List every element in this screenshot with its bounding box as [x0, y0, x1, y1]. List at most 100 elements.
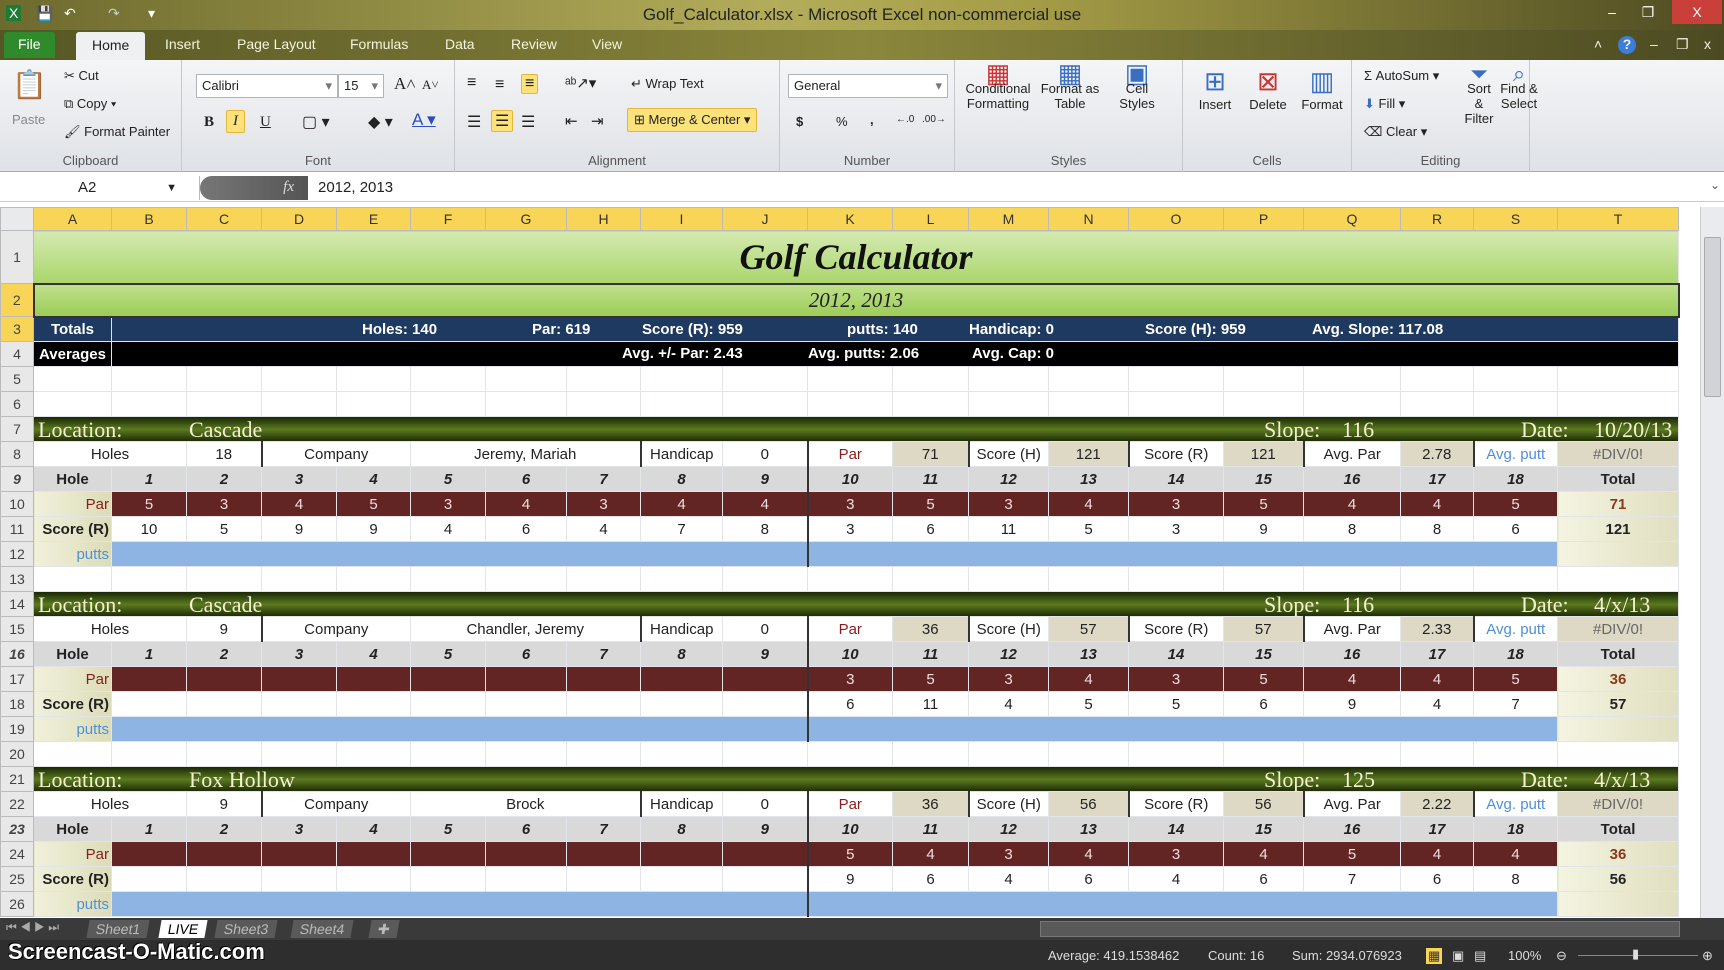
hole-number[interactable]: 12	[968, 466, 1049, 492]
empty-cell[interactable]	[111, 741, 187, 767]
row-header[interactable]: 19	[0, 716, 34, 742]
handicap-label[interactable]: Handicap	[639, 441, 723, 467]
location-bar[interactable]: Location: Fox Hollow Slope: 125 Date: 4/x/13	[33, 766, 1679, 792]
column-header-q[interactable]: Q	[1303, 207, 1401, 231]
column-header-h[interactable]: H	[566, 207, 641, 231]
empty-cell[interactable]	[33, 741, 112, 767]
empty-cell[interactable]	[1557, 366, 1679, 392]
putts-row-label[interactable]: putts	[33, 541, 112, 567]
hole-number[interactable]: 15	[1223, 466, 1304, 492]
hole-number[interactable]: 3	[261, 466, 337, 492]
hole-number[interactable]: 9	[722, 816, 808, 842]
company-label[interactable]: Company	[260, 791, 411, 817]
row-header[interactable]: 23	[0, 816, 34, 842]
par-cell[interactable]: 4	[1400, 841, 1474, 867]
font-name-select[interactable]: Calibri ▾	[196, 74, 338, 98]
hole-number[interactable]: 6	[485, 816, 567, 842]
score-cell[interactable]: 8	[1400, 516, 1474, 542]
restore-button[interactable]: ❐	[1641, 4, 1655, 20]
score-cell[interactable]	[186, 866, 262, 892]
score-cell[interactable]: 9	[336, 516, 411, 542]
row-header[interactable]: 25	[0, 866, 34, 892]
hole-number[interactable]: 18	[1473, 641, 1558, 667]
score-cell[interactable]: 10	[111, 516, 187, 542]
score-row-label[interactable]: Score (R)	[33, 516, 112, 542]
score-cell[interactable]: 3	[806, 516, 893, 542]
score-cell[interactable]: 7	[640, 516, 723, 542]
score-cell[interactable]	[111, 866, 187, 892]
hole-number[interactable]: 15	[1223, 641, 1304, 667]
putts-total[interactable]	[1557, 716, 1679, 742]
empty-cell[interactable]	[186, 741, 262, 767]
workbook-close-icon[interactable]: x	[1704, 36, 1711, 52]
par-cell[interactable]: 4	[1473, 841, 1558, 867]
column-header-b[interactable]: B	[111, 207, 187, 231]
row-header[interactable]: 17	[0, 666, 34, 692]
formula-input[interactable]: 2012, 2013	[318, 179, 394, 196]
putts-total[interactable]	[1557, 541, 1679, 567]
score-cell[interactable]	[336, 691, 411, 717]
handicap-label[interactable]: Handicap	[639, 616, 723, 642]
fill-button[interactable]: ⬇ Fill ▾	[1364, 96, 1406, 111]
avg-par-value[interactable]: 2.78	[1400, 441, 1474, 467]
fill-color-icon[interactable]: ◆ ▾	[368, 114, 393, 131]
empty-cell[interactable]	[1303, 366, 1401, 392]
par-cell[interactable]: 3	[186, 491, 262, 517]
row-header[interactable]: 10	[0, 491, 34, 517]
redo-icon[interactable]: ↷	[108, 5, 120, 21]
row-header[interactable]: 14	[0, 591, 34, 617]
hole-number[interactable]: 1	[111, 466, 187, 492]
avg-par-label[interactable]: Avg. Par	[1302, 616, 1401, 642]
empty-cell[interactable]	[33, 366, 112, 392]
score-r-value[interactable]: 56	[1223, 791, 1304, 817]
page-break-view-icon[interactable]: ▤	[1474, 948, 1487, 963]
par-cell[interactable]: 5	[1223, 491, 1304, 517]
normal-view-icon[interactable]: ▦	[1426, 948, 1443, 964]
company-value[interactable]: Jeremy, Mariah	[410, 441, 641, 467]
score-cell[interactable]: 11	[968, 516, 1049, 542]
hole-number[interactable]: 16	[1303, 466, 1401, 492]
undo-icon[interactable]: ↶	[64, 5, 76, 21]
column-header-a[interactable]: A	[33, 207, 112, 231]
par-cell[interactable]: 4	[1400, 491, 1474, 517]
par-cell[interactable]	[566, 666, 641, 692]
empty-cell[interactable]	[1128, 741, 1224, 767]
empty-cell[interactable]	[336, 566, 411, 592]
handicap-value[interactable]: 0	[722, 791, 808, 817]
empty-cell[interactable]	[1128, 566, 1224, 592]
decrease-indent-icon[interactable]: ⇤	[565, 113, 578, 130]
par-cell[interactable]: 4	[485, 491, 567, 517]
currency-button[interactable]: $	[796, 114, 804, 129]
par-cell[interactable]: 5	[892, 666, 969, 692]
score-r-label[interactable]: Score (R)	[1127, 441, 1224, 467]
score-cell[interactable]	[410, 691, 486, 717]
par-cell[interactable]: 5	[1303, 841, 1401, 867]
column-header-i[interactable]: I	[640, 207, 723, 231]
row-header[interactable]: 2	[0, 283, 34, 317]
column-header-e[interactable]: E	[336, 207, 411, 231]
hole-number[interactable]: 3	[261, 641, 337, 667]
format-painter-button[interactable]: 🖌 Format Painter	[64, 124, 170, 140]
par-cell[interactable]	[640, 841, 723, 867]
minimize-button[interactable]: –	[1608, 4, 1616, 20]
empty-cell[interactable]	[1303, 391, 1401, 417]
empty-cell[interactable]	[485, 741, 567, 767]
hole-label[interactable]: Hole	[33, 466, 112, 492]
par-cell[interactable]: 5	[1223, 666, 1304, 692]
hole-number[interactable]: 4	[336, 641, 411, 667]
score-cell[interactable]: 8	[1303, 516, 1401, 542]
empty-cell[interactable]	[566, 366, 641, 392]
score-cell[interactable]: 9	[1303, 691, 1401, 717]
hole-number[interactable]: 10	[806, 641, 893, 667]
par-cell[interactable]: 3	[1128, 841, 1224, 867]
empty-cell[interactable]	[722, 391, 808, 417]
empty-cell[interactable]	[186, 366, 262, 392]
sheet-nav-icon[interactable]: ⏮ ◀ ▶ ⏭	[6, 920, 60, 934]
hole-number[interactable]: 10	[806, 816, 893, 842]
vertical-scroll-thumb[interactable]	[1704, 237, 1721, 397]
par-cell[interactable]: 4	[1303, 491, 1401, 517]
grow-font-icon[interactable]: A˄	[394, 74, 416, 93]
row-header[interactable]: 9	[0, 466, 34, 492]
hole-number[interactable]: 8	[640, 816, 723, 842]
hole-number[interactable]: 17	[1400, 816, 1474, 842]
